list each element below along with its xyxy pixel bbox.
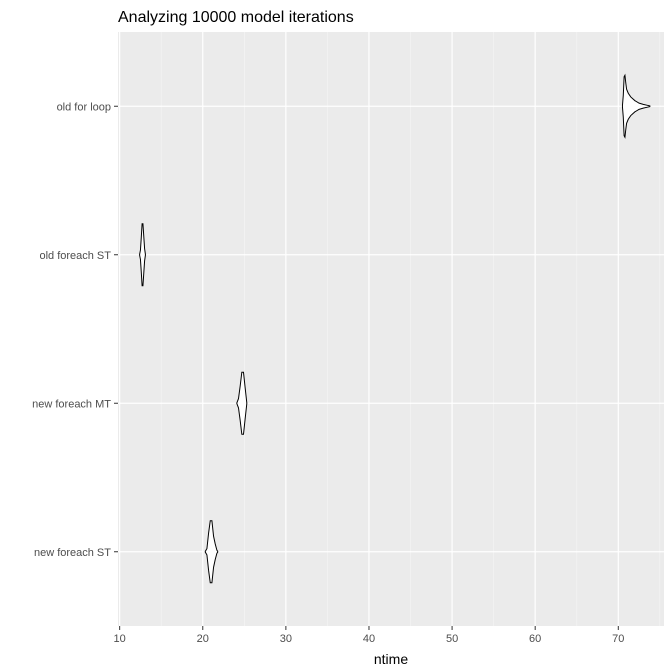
x-tick-label: 30	[280, 633, 292, 645]
y-tick-label: old foreach ST	[39, 250, 111, 262]
y-tick-label: old for loop	[57, 101, 111, 113]
x-tick-label: 50	[446, 633, 458, 645]
y-tick-label: new foreach MT	[32, 398, 111, 410]
y-tick-label: new foreach ST	[34, 547, 111, 559]
violin-new-foreach-ST	[204, 520, 219, 584]
x-tick-label: 70	[612, 633, 624, 645]
x-tick-label: 60	[529, 633, 541, 645]
y-axis: old for loop old foreach ST new foreach MT…	[32, 101, 118, 559]
x-axis: 10 20 30 40 50 60 70	[114, 626, 624, 645]
x-tick-label: 20	[197, 633, 209, 645]
violin-old-for-loop	[621, 73, 651, 139]
violin-new-foreach-MT	[236, 371, 248, 435]
violins	[139, 73, 651, 584]
plot-panel	[118, 32, 664, 626]
chart-title: Analyzing 10000 model iterations	[118, 9, 354, 26]
grid-lines	[118, 32, 664, 626]
x-axis-title: ntime	[374, 651, 408, 667]
violin-old-foreach-ST	[139, 223, 146, 287]
x-tick-label: 40	[363, 633, 375, 645]
x-tick-label: 10	[114, 633, 126, 645]
